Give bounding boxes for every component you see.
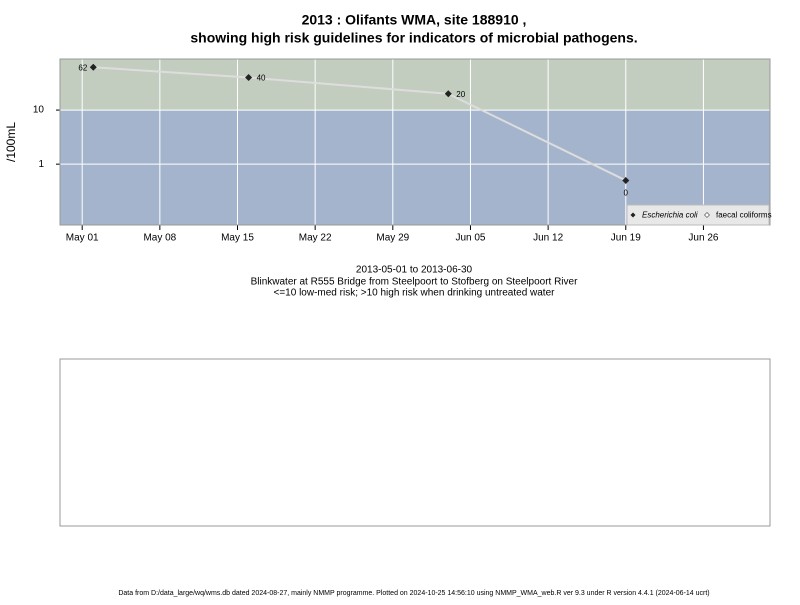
subtitle: <=10 low-med risk; >10 high risk when dr…: [274, 288, 556, 299]
y-tick-label: 10: [33, 105, 45, 116]
legend-label: Escherichia coli: [642, 211, 698, 220]
data-label: 40: [257, 74, 266, 83]
x-tick-label: Jun 26: [688, 233, 718, 244]
y-axis-label: /100mL: [4, 122, 18, 162]
legend-marker: [630, 212, 636, 218]
footer: Data from D:/data_large/wq/wms.db dated …: [118, 590, 709, 597]
plot-frame: [59, 58, 771, 226]
x-tick-label: Jun 05: [455, 233, 485, 244]
data-label: 0: [624, 189, 629, 198]
data-point: [245, 74, 253, 82]
legend-marker: [704, 212, 710, 218]
subtitle: 2013-05-01 to 2013-06-30: [356, 265, 473, 276]
x-tick-label: May 08: [143, 233, 176, 244]
x-tick-label: Jun 19: [611, 233, 641, 244]
x-tick-label: Jun 12: [533, 233, 563, 244]
subtitle: Blinkwater at R555 Bridge from Steelpoor…: [251, 277, 579, 288]
chart-title: showing high risk guidelines for indicat…: [190, 30, 637, 46]
data-point: [89, 63, 97, 71]
data-label: 62: [78, 63, 87, 72]
high-risk-band: [60, 59, 770, 111]
data-label: 20: [456, 90, 465, 99]
legend-box: [626, 204, 770, 226]
x-tick-label: May 29: [376, 233, 409, 244]
x-tick-label: May 01: [66, 233, 99, 244]
empty-panel: [59, 358, 771, 527]
legend-label: faecal coliforms: [716, 211, 772, 220]
data-point: [622, 176, 630, 184]
x-tick-label: May 22: [299, 233, 332, 244]
chart-title: 2013 : Olifants WMA, site 188910 ,: [302, 12, 527, 28]
series-line: [93, 66, 627, 182]
x-tick-label: May 15: [221, 233, 254, 244]
y-tick-label: 1: [38, 159, 44, 170]
data-point: [444, 90, 452, 98]
legend: Escherichia coli faecal coliforms: [626, 204, 772, 226]
